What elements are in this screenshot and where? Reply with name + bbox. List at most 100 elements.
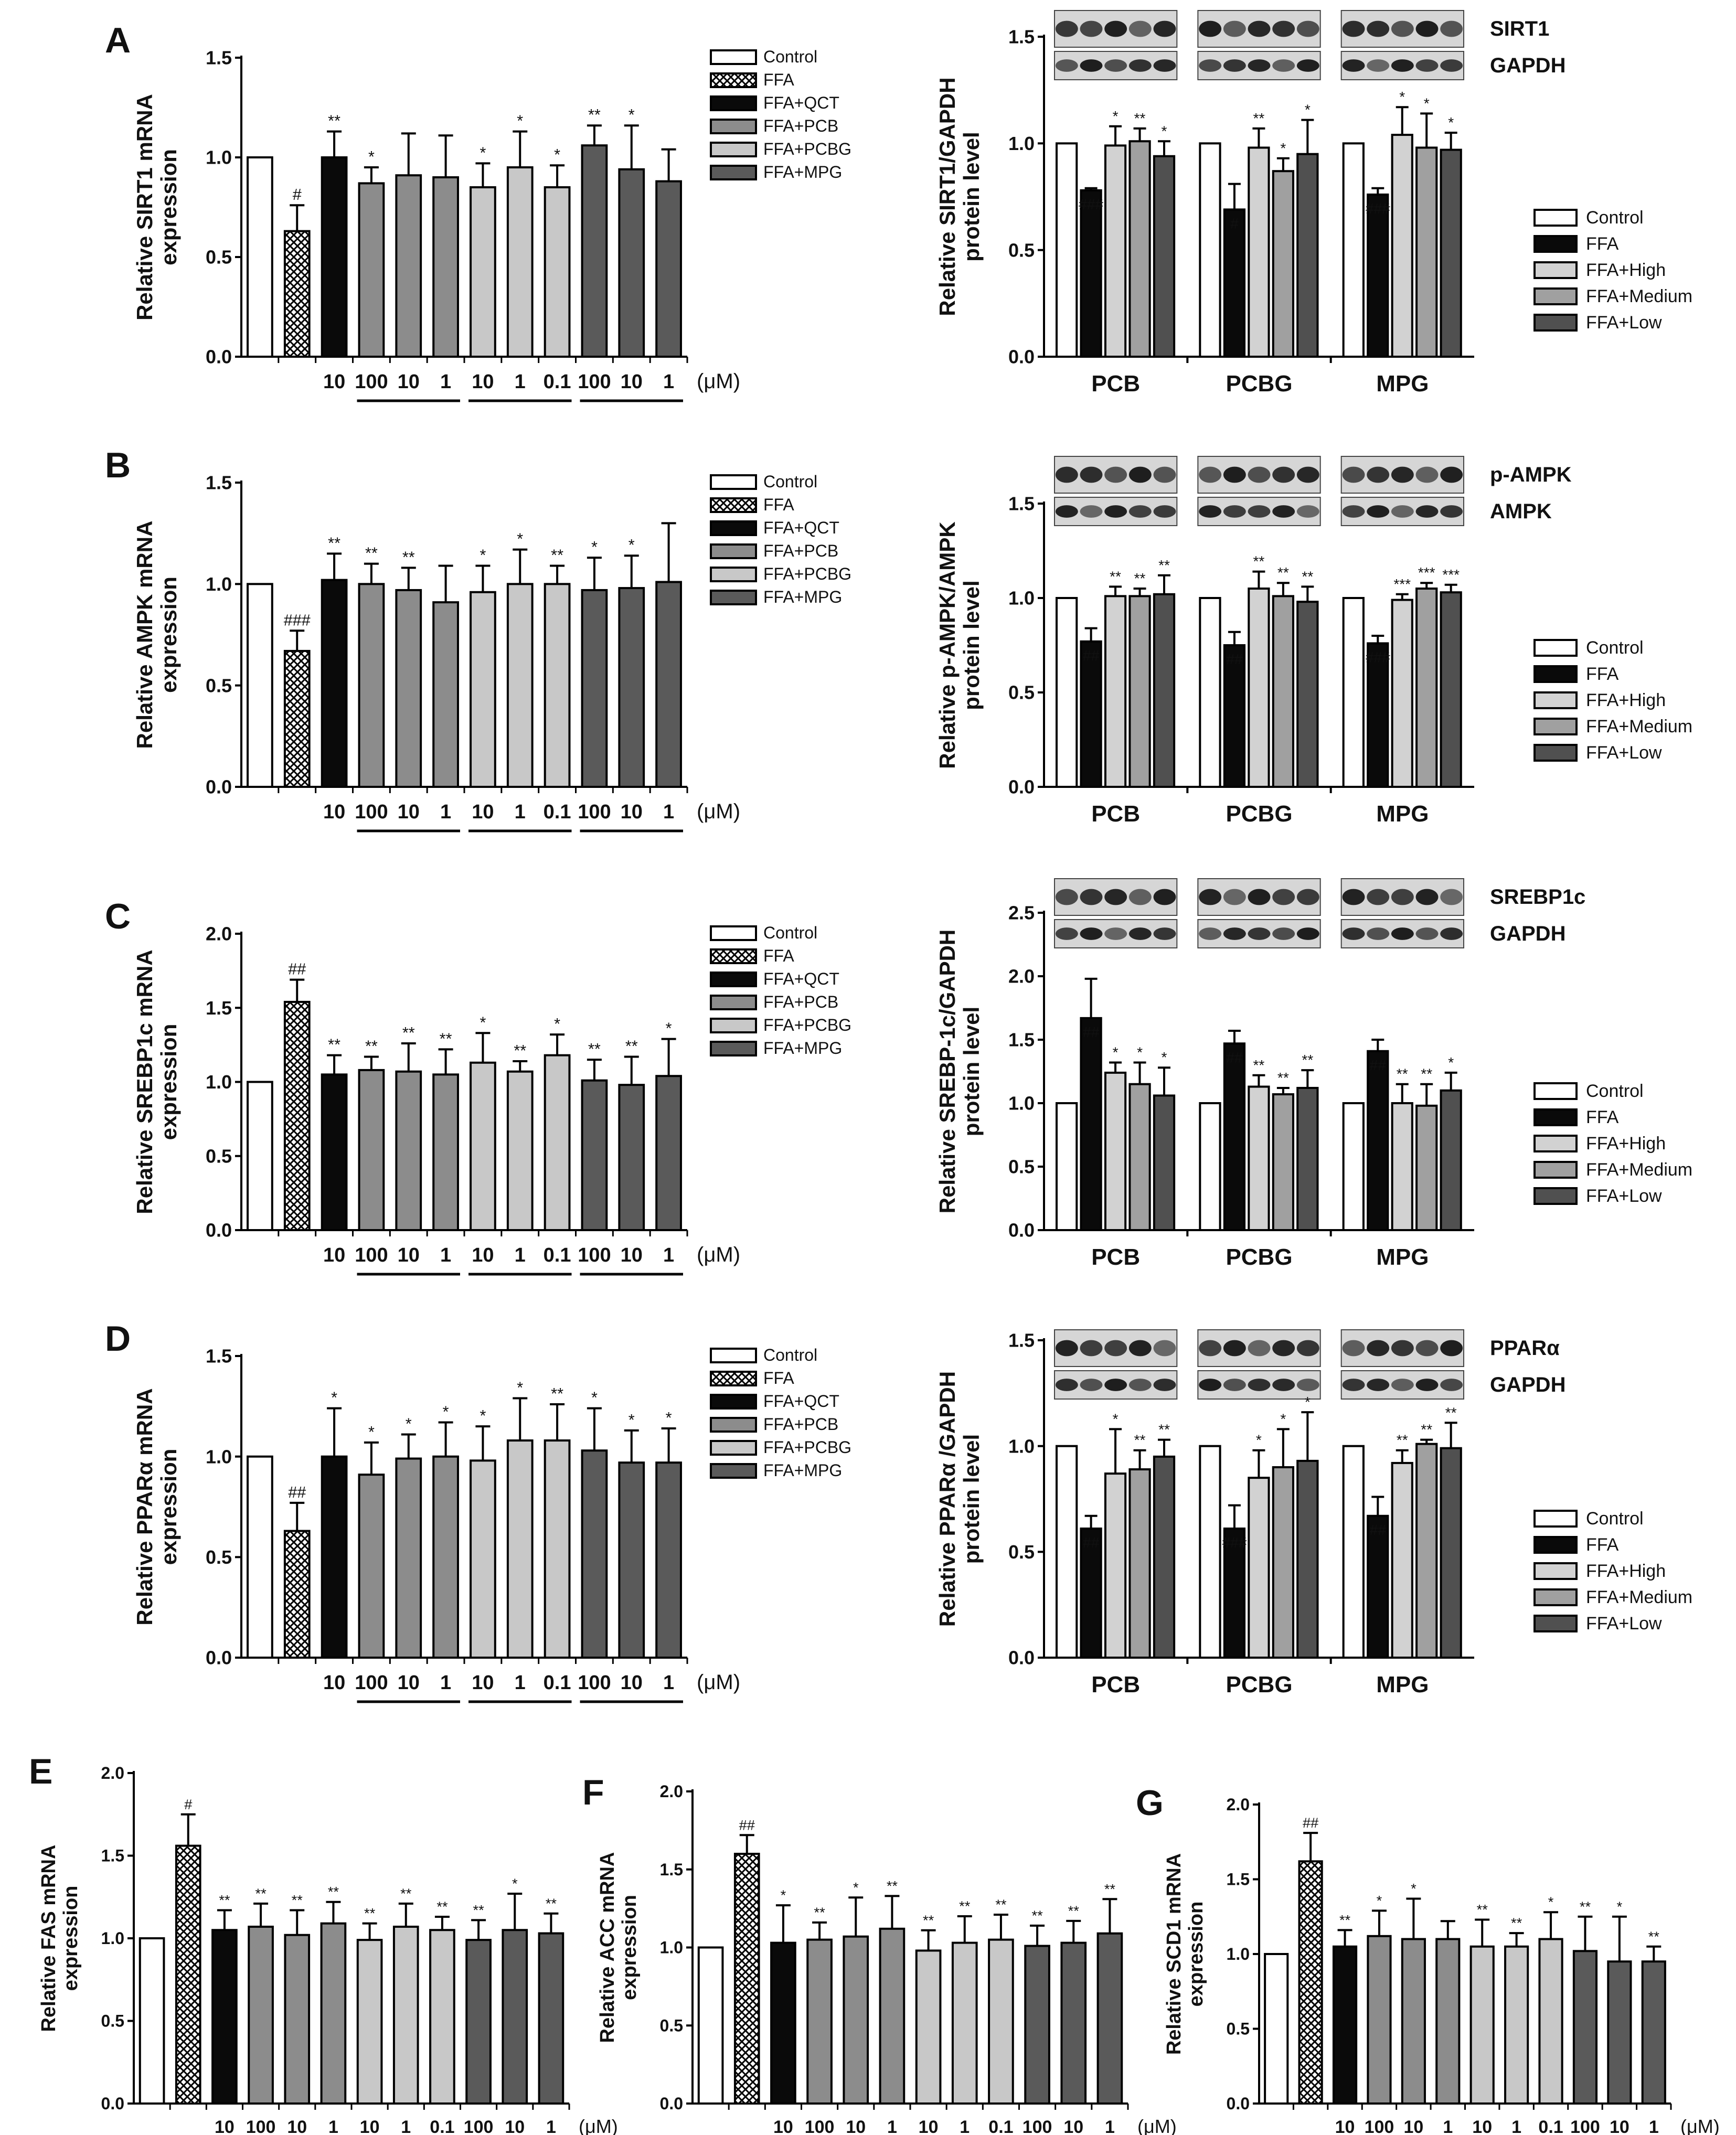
dose-label: 0.1 [544, 801, 571, 823]
significance-mark: * [1256, 1432, 1262, 1448]
group-label: PCB [1091, 1244, 1140, 1270]
bar-MPG-2 [1391, 134, 1413, 358]
dose-label: 10 [215, 2117, 235, 2135]
bar-5 [320, 1922, 347, 2105]
bar-PCB-2 [1104, 1472, 1127, 1659]
blot-band [1272, 927, 1295, 940]
bar-PCB-3 [1128, 595, 1151, 788]
dose-label: 1 [440, 801, 451, 823]
bar-3 [358, 182, 385, 358]
bar-6 [470, 186, 496, 358]
group-label: PCB [1091, 371, 1140, 397]
y-tick-label: 0.5 [206, 1145, 232, 1167]
dose-label: 100 [1023, 2117, 1052, 2135]
dose-label: 10 [323, 1244, 345, 1266]
significance-mark: * [1280, 1411, 1286, 1427]
mrna-chart-G-mrna: 0.0 0.5 1.0 1.5 2.0 Relative SCD1 mRNA express… [1136, 1783, 1720, 2135]
dose-label: 100 [1365, 2117, 1394, 2135]
bar-10 [618, 1084, 645, 1231]
blot-band [1080, 1340, 1103, 1357]
legend-label: FFA+Medium [1586, 717, 1692, 736]
protein-chart-D-protein: 0.0 0.5 1.0 1.5 Relative PPARα /GAPDH protein… [935, 1329, 1692, 1698]
bar-3 [358, 583, 385, 788]
blot-band [1367, 1379, 1390, 1391]
bar-PCBG-3 [1272, 170, 1295, 358]
bar-PCBG-0 [1199, 142, 1221, 358]
legend-swatch [710, 1463, 757, 1479]
legend-label: FFA+PCB [763, 992, 838, 1011]
significance-mark: ** [1648, 1928, 1660, 1945]
bar-MPG-3 [1415, 1104, 1438, 1232]
dose-label: 1 [546, 2117, 556, 2135]
significance-mark: ** [1339, 1912, 1351, 1928]
blot-band [1367, 466, 1390, 483]
legend-swatch [1533, 314, 1578, 332]
legend-label: FFA+PCBG [763, 140, 851, 158]
blot-band [1080, 927, 1103, 940]
blot-band [1055, 466, 1078, 483]
bar-2 [321, 579, 348, 788]
blot-band [1296, 505, 1319, 518]
dose-label: 100 [355, 1244, 388, 1266]
y-axis-label: expression [156, 149, 181, 265]
legend-label: Control [763, 1346, 817, 1364]
blot-band [1415, 927, 1439, 940]
blot-band [1055, 505, 1078, 518]
blot-band [1199, 927, 1222, 940]
significance-mark: ### [1366, 649, 1390, 665]
legend-swatch [710, 1394, 757, 1410]
panel-label: D [105, 1319, 131, 1359]
significance-mark: ** [1068, 1903, 1080, 1919]
blot-band [1248, 20, 1271, 37]
bar-2 [770, 1941, 796, 2105]
legend-swatch [710, 948, 757, 964]
y-axis-label: Relative ACC mRNA [597, 1852, 619, 2043]
dose-label: 10 [505, 2117, 525, 2135]
blot-band [1055, 59, 1078, 72]
bar-MPG-0 [1342, 1102, 1365, 1231]
blot-band [1272, 466, 1295, 483]
significance-mark: ### [1079, 196, 1103, 212]
y-tick-label: 0.5 [101, 2012, 124, 2031]
y-tick-label: 1.5 [206, 997, 232, 1019]
blot-band [1153, 1340, 1176, 1357]
legend-label: FFA [1586, 1107, 1619, 1127]
bar-4 [843, 1935, 869, 2105]
bar-MPG-3 [1415, 146, 1438, 358]
y-axis-label: Relative SREBP-1c/GAPDH [935, 930, 960, 1214]
group-label: PCBG [1226, 801, 1292, 827]
blot-band [1199, 1340, 1222, 1357]
bar-MPG-1 [1367, 193, 1389, 358]
bar-7 [951, 1941, 978, 2105]
legend-label: FFA+High [1586, 1134, 1666, 1154]
bar-PCB-1 [1080, 1017, 1102, 1231]
dose-label: 0.1 [544, 371, 571, 393]
bar-2 [211, 1929, 238, 2105]
blot-band [1248, 59, 1271, 72]
legend-label: FFA+QCT [763, 1392, 839, 1411]
bar-PCB-0 [1056, 1102, 1078, 1231]
y-tick-label: 0.5 [1008, 682, 1035, 703]
dose-label: 1 [515, 1672, 526, 1694]
bar-PCBG-1 [1223, 1527, 1246, 1659]
legend-swatch [1533, 744, 1578, 762]
legend-label: FFA [1586, 234, 1619, 254]
y-tick-label: 0.0 [206, 1220, 232, 1241]
bar-PCB-3 [1128, 1468, 1151, 1659]
bar-8 [544, 1054, 571, 1232]
unit-label: (μM) [697, 370, 740, 393]
bar-MPG-0 [1342, 597, 1365, 788]
y-tick-label: 0.5 [206, 675, 232, 696]
bar-MPG-0 [1342, 1445, 1365, 1659]
blot-band [1153, 1379, 1176, 1391]
y-tick-label: 0.0 [206, 346, 232, 368]
blot-band [1248, 1340, 1271, 1357]
legend-swatch [1533, 1108, 1578, 1126]
bar-9 [581, 1449, 608, 1659]
bar-1 [283, 230, 311, 358]
significance-mark: ## [1083, 1024, 1100, 1040]
dose-label: 10 [621, 1244, 643, 1266]
dose-label: 1 [401, 2117, 411, 2135]
significance-mark: * [1137, 1044, 1143, 1061]
significance-mark: ** [1580, 1898, 1591, 1915]
